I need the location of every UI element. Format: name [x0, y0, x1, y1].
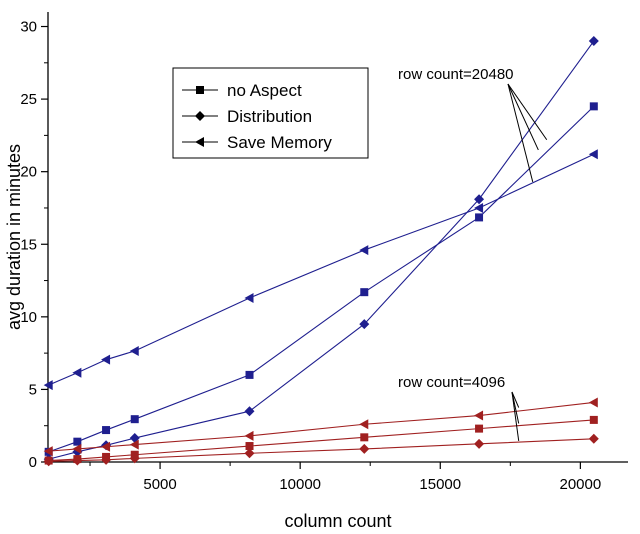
- y-tick-label: 25: [20, 91, 37, 108]
- data-point: [102, 426, 111, 435]
- legend-label-save-memory: Save Memory: [227, 133, 332, 152]
- data-point: [474, 202, 484, 213]
- data-point: [72, 455, 83, 466]
- x-axis-title: column count: [284, 511, 391, 531]
- x-tick-label: 5000: [143, 476, 176, 493]
- data-point: [73, 437, 82, 446]
- data-point: [474, 194, 485, 205]
- data-point: [43, 446, 53, 457]
- data-point: [359, 245, 369, 256]
- data-point: [589, 415, 598, 424]
- data-point: [129, 453, 140, 464]
- series-4: [43, 433, 599, 467]
- pointer-line-20480: [507, 83, 548, 141]
- y-axis-title: avg duration in minutes: [4, 144, 24, 330]
- data-point: [244, 448, 255, 459]
- legend-triangle-left-icon: [195, 137, 204, 147]
- data-point: [360, 288, 369, 297]
- data-point: [130, 415, 139, 424]
- data-point: [589, 102, 598, 111]
- series-line: [48, 401, 594, 452]
- y-tick-label: 10: [20, 309, 37, 326]
- data-point: [475, 213, 484, 222]
- ticks: 5000 10000 15000 20000 0 5 10 15 20 25 30: [20, 19, 601, 493]
- legend-diamond-icon: [195, 111, 205, 121]
- data-point: [474, 438, 485, 449]
- data-point: [101, 354, 111, 365]
- x-tick-label: 10000: [279, 476, 321, 493]
- data-point: [359, 443, 370, 454]
- legend-square-icon: [196, 86, 204, 94]
- series-2: [43, 149, 598, 391]
- series-5: [43, 397, 598, 457]
- legend-label-no-aspect: no Aspect: [227, 81, 302, 100]
- data-point: [588, 149, 598, 160]
- data-point: [129, 345, 139, 356]
- legend-label-distribution: Distribution: [227, 107, 312, 126]
- series-line: [48, 419, 594, 462]
- pointer-line-20480: [507, 83, 534, 182]
- pointer-line-20480: [507, 83, 539, 151]
- data-point: [129, 439, 139, 450]
- data-point: [244, 430, 254, 441]
- x-tick-label: 15000: [419, 476, 461, 493]
- data-point: [245, 370, 254, 379]
- y-tick-label: 0: [29, 454, 37, 471]
- series-line: [48, 40, 595, 460]
- data-point: [360, 433, 369, 442]
- data-point: [475, 424, 484, 433]
- data-point: [474, 410, 484, 421]
- data-point: [101, 454, 112, 465]
- data-point: [72, 367, 82, 378]
- legend-box: [172, 67, 369, 159]
- series-layer: [43, 36, 599, 467]
- y-tick-label: 15: [20, 236, 37, 253]
- data-point: [244, 406, 255, 417]
- annotation-row-count-20480: row count=20480: [398, 66, 514, 83]
- data-point: [43, 456, 54, 467]
- x-tick-label: 20000: [560, 476, 602, 493]
- series-line: [48, 153, 595, 386]
- data-point: [588, 397, 598, 408]
- data-point: [72, 443, 82, 454]
- data-point: [43, 380, 53, 391]
- data-point: [245, 442, 254, 451]
- data-point: [359, 319, 370, 330]
- data-point: [588, 36, 599, 47]
- y-tick-label: 5: [29, 381, 37, 398]
- data-point: [244, 292, 254, 303]
- pointer-line-4096: [511, 391, 520, 408]
- y-tick-label: 30: [20, 19, 37, 36]
- y-tick-label: 20: [20, 164, 37, 181]
- annotation-pointers: [507, 83, 548, 442]
- series-line: [48, 105, 595, 453]
- data-point: [101, 441, 111, 452]
- legend-symbols: [182, 86, 218, 147]
- annotation-row-count-4096: row count=4096: [398, 374, 505, 391]
- data-point: [359, 419, 369, 430]
- data-point: [588, 433, 599, 444]
- pointer-line-4096: [511, 391, 520, 442]
- legend: no Aspect Distribution Save Memory: [172, 67, 369, 159]
